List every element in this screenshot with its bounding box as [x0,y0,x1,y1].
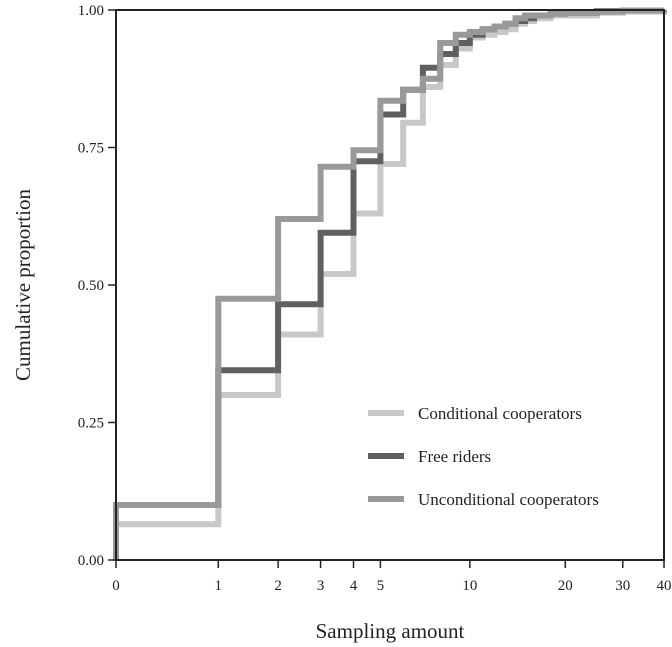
legend-label-1: Conditional cooperators [418,404,582,423]
x-tick-label: 3 [317,578,325,594]
series-layer [113,7,667,560]
x-tick-label: 30 [615,578,630,594]
x-tick-label: 1 [215,578,223,594]
legend-label-3: Unconditional cooperators [418,490,599,509]
x-tick-label: 0 [112,578,120,594]
y-tick-label: 0.00 [78,553,104,569]
series-line-3 [113,7,667,560]
y-tick-label: 0.75 [78,141,104,157]
series-line-1 [113,8,667,560]
y-tick-label: 1.00 [78,3,104,19]
plot-frame [115,9,665,561]
x-tick-label: 4 [350,578,358,594]
x-tick-label: 5 [377,578,385,594]
x-tick-label: 10 [462,578,477,594]
x-tick-label: 2 [274,578,282,594]
y-tick-label: 0.25 [78,416,104,432]
ticks-layer: 0 1 2 3 4 5 10 20 30 40 0.00 0.25 0.50 0.75 1.00 [78,3,672,594]
legend-label-2: Free riders [418,447,491,466]
x-axis-title: Sampling amount [316,619,465,643]
x-tick-label: 40 [657,578,672,594]
y-tick-label: 0.50 [78,278,104,294]
x-tick-label: 20 [558,578,573,594]
legend: Conditional cooperators Free riders Uncond… [368,404,599,509]
y-axis-title: Cumulative proportion [11,189,35,381]
series-line-2 [113,7,667,560]
